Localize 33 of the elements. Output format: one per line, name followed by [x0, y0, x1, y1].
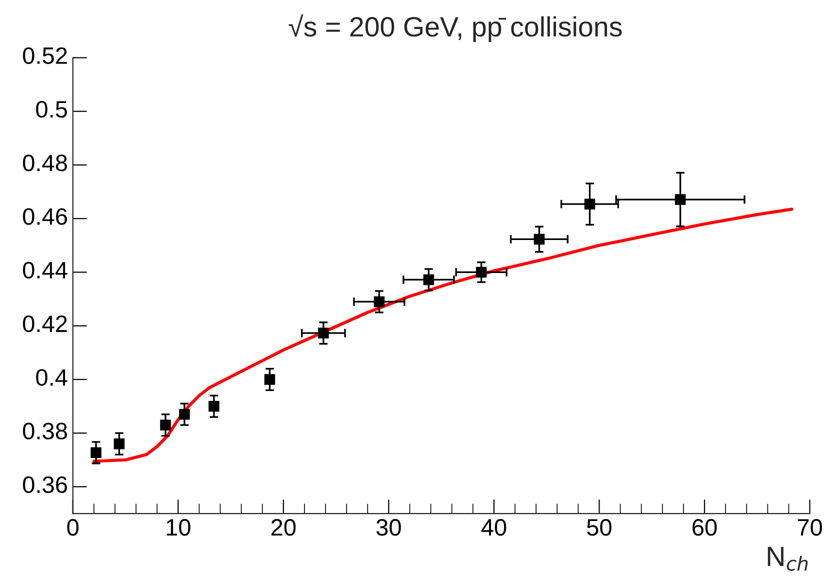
y-tick-label: 0.36 — [22, 476, 67, 494]
y-tick-label: 0.46 — [22, 208, 67, 225]
line-series — [92, 208, 794, 463]
x-tick-label: 40 — [481, 519, 506, 536]
x-tick-label: 20 — [271, 519, 296, 536]
point — [160, 420, 171, 430]
x-tick-label: 30 — [376, 519, 401, 536]
point — [114, 438, 125, 450]
point — [534, 234, 545, 245]
x-tick-label: 60 — [692, 519, 717, 536]
point — [179, 408, 190, 420]
y-tick-label: 0.38 — [22, 422, 67, 440]
point — [318, 328, 329, 338]
point — [90, 447, 102, 458]
point — [374, 296, 385, 308]
y-tick-label: 0.42 — [22, 315, 67, 332]
chart-title: √s = 200 GeV, pp̄ collisions — [288, 14, 622, 42]
x-tick-label: 70 — [798, 519, 822, 536]
point — [674, 194, 686, 205]
y-tick-label: 0.44 — [22, 262, 68, 279]
y-tick-label: 0.4 — [36, 369, 68, 386]
point — [476, 266, 487, 278]
x-tick-label: 50 — [587, 519, 612, 536]
y-tick-label: 0.48 — [22, 154, 67, 172]
point — [423, 274, 434, 286]
point — [208, 400, 220, 412]
x-tick-label: 0 — [67, 519, 79, 536]
y-tick-label: 0.52 — [22, 47, 67, 64]
point — [584, 198, 596, 210]
point — [264, 374, 276, 385]
y-tick-label: 0.5 — [36, 100, 68, 118]
x-axis-title: N$_{ch}$ — [768, 546, 808, 571]
x-tick-label: 10 — [166, 519, 190, 536]
